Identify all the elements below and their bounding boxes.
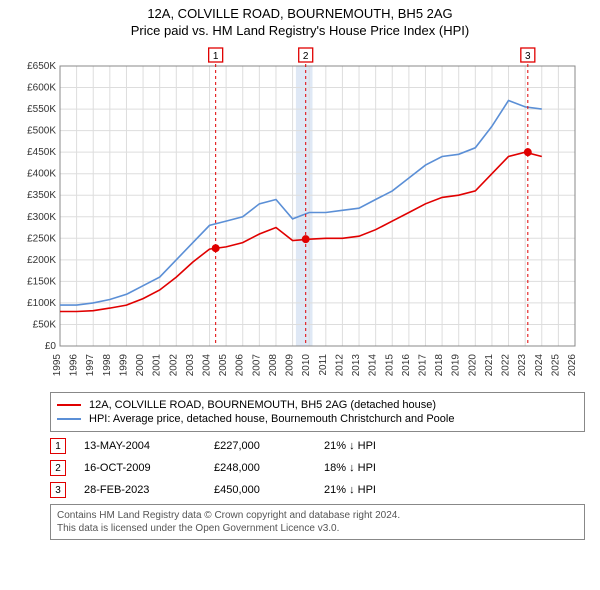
svg-text:2023: 2023 [517, 354, 528, 377]
svg-text:2019: 2019 [451, 354, 462, 377]
legend-swatch-hpi [57, 418, 81, 420]
svg-text:2021: 2021 [484, 354, 495, 377]
svg-text:2004: 2004 [202, 354, 213, 377]
svg-text:2013: 2013 [351, 354, 362, 377]
svg-text:2018: 2018 [434, 354, 445, 377]
svg-text:2020: 2020 [467, 354, 478, 377]
svg-text:2005: 2005 [218, 354, 229, 377]
svg-text:2024: 2024 [534, 354, 545, 377]
chart-title-area: 12A, COLVILLE ROAD, BOURNEMOUTH, BH5 2AG… [0, 0, 600, 40]
svg-text:£650K: £650K [27, 61, 56, 72]
title-line1: 12A, COLVILLE ROAD, BOURNEMOUTH, BH5 2AG [0, 6, 600, 21]
svg-text:£200K: £200K [27, 255, 56, 266]
svg-text:£350K: £350K [27, 190, 56, 201]
svg-text:2010: 2010 [301, 354, 312, 377]
events-list: 1 13-MAY-2004 £227,000 21% ↓ HPI 2 16-OC… [50, 438, 585, 498]
event-delta: 18% ↓ HPI [324, 462, 444, 474]
svg-text:1996: 1996 [69, 354, 80, 377]
svg-text:£500K: £500K [27, 126, 56, 137]
svg-text:1998: 1998 [102, 354, 113, 377]
event-date: 13-MAY-2004 [84, 440, 214, 452]
svg-text:2002: 2002 [168, 354, 179, 377]
svg-text:2: 2 [303, 51, 309, 62]
svg-text:1: 1 [213, 51, 219, 62]
event-price: £227,000 [214, 440, 324, 452]
event-price: £450,000 [214, 484, 324, 496]
legend-label: HPI: Average price, detached house, Bour… [89, 413, 454, 425]
svg-text:£150K: £150K [27, 276, 56, 287]
svg-text:2026: 2026 [567, 354, 578, 377]
svg-text:2015: 2015 [384, 354, 395, 377]
svg-text:2008: 2008 [268, 354, 279, 377]
event-date: 28-FEB-2023 [84, 484, 214, 496]
legend-label: 12A, COLVILLE ROAD, BOURNEMOUTH, BH5 2AG… [89, 399, 436, 411]
event-delta: 21% ↓ HPI [324, 484, 444, 496]
svg-text:1999: 1999 [118, 354, 129, 377]
event-row: 2 16-OCT-2009 £248,000 18% ↓ HPI [50, 460, 585, 476]
svg-text:1995: 1995 [52, 354, 63, 377]
event-row: 1 13-MAY-2004 £227,000 21% ↓ HPI [50, 438, 585, 454]
footer-line2: This data is licensed under the Open Gov… [57, 522, 578, 535]
title-line2: Price paid vs. HM Land Registry's House … [0, 23, 600, 38]
svg-text:2009: 2009 [285, 354, 296, 377]
svg-text:2003: 2003 [185, 354, 196, 377]
svg-text:£300K: £300K [27, 212, 56, 223]
svg-text:£450K: £450K [27, 147, 56, 158]
svg-text:2012: 2012 [334, 354, 345, 377]
legend-box: 12A, COLVILLE ROAD, BOURNEMOUTH, BH5 2AG… [50, 392, 585, 432]
svg-text:2017: 2017 [417, 354, 428, 377]
event-row: 3 28-FEB-2023 £450,000 21% ↓ HPI [50, 482, 585, 498]
svg-text:2025: 2025 [550, 354, 561, 377]
chart-svg: £0 £50K £100K £150K £200K £250K £300K £350K £400… [15, 44, 585, 384]
svg-text:2000: 2000 [135, 354, 146, 377]
svg-text:£0: £0 [45, 341, 57, 352]
svg-text:2014: 2014 [368, 354, 379, 377]
event-badge: 2 [50, 460, 66, 476]
svg-text:£600K: £600K [27, 83, 56, 94]
legend-swatch-property [57, 404, 81, 406]
attribution-footer: Contains HM Land Registry data © Crown c… [50, 504, 585, 540]
svg-text:£550K: £550K [27, 104, 56, 115]
svg-text:£400K: £400K [27, 169, 56, 180]
svg-text:3: 3 [525, 51, 531, 62]
svg-text:1997: 1997 [85, 354, 96, 377]
event-badge: 1 [50, 438, 66, 454]
legend-row: HPI: Average price, detached house, Bour… [57, 413, 578, 425]
legend-row: 12A, COLVILLE ROAD, BOURNEMOUTH, BH5 2AG… [57, 399, 578, 411]
svg-text:£250K: £250K [27, 233, 56, 244]
svg-text:£100K: £100K [27, 298, 56, 309]
event-badge: 3 [50, 482, 66, 498]
event-delta: 21% ↓ HPI [324, 440, 444, 452]
chart-container: £0 £50K £100K £150K £200K £250K £300K £350K £400… [15, 44, 585, 384]
footer-line1: Contains HM Land Registry data © Crown c… [57, 509, 578, 522]
svg-text:2022: 2022 [501, 354, 512, 377]
svg-text:2011: 2011 [318, 354, 329, 376]
svg-text:2001: 2001 [152, 354, 163, 377]
svg-text:2007: 2007 [251, 354, 262, 377]
svg-text:2006: 2006 [235, 354, 246, 377]
svg-text:£50K: £50K [33, 319, 57, 330]
event-price: £248,000 [214, 462, 324, 474]
event-date: 16-OCT-2009 [84, 462, 214, 474]
svg-text:2016: 2016 [401, 354, 412, 377]
